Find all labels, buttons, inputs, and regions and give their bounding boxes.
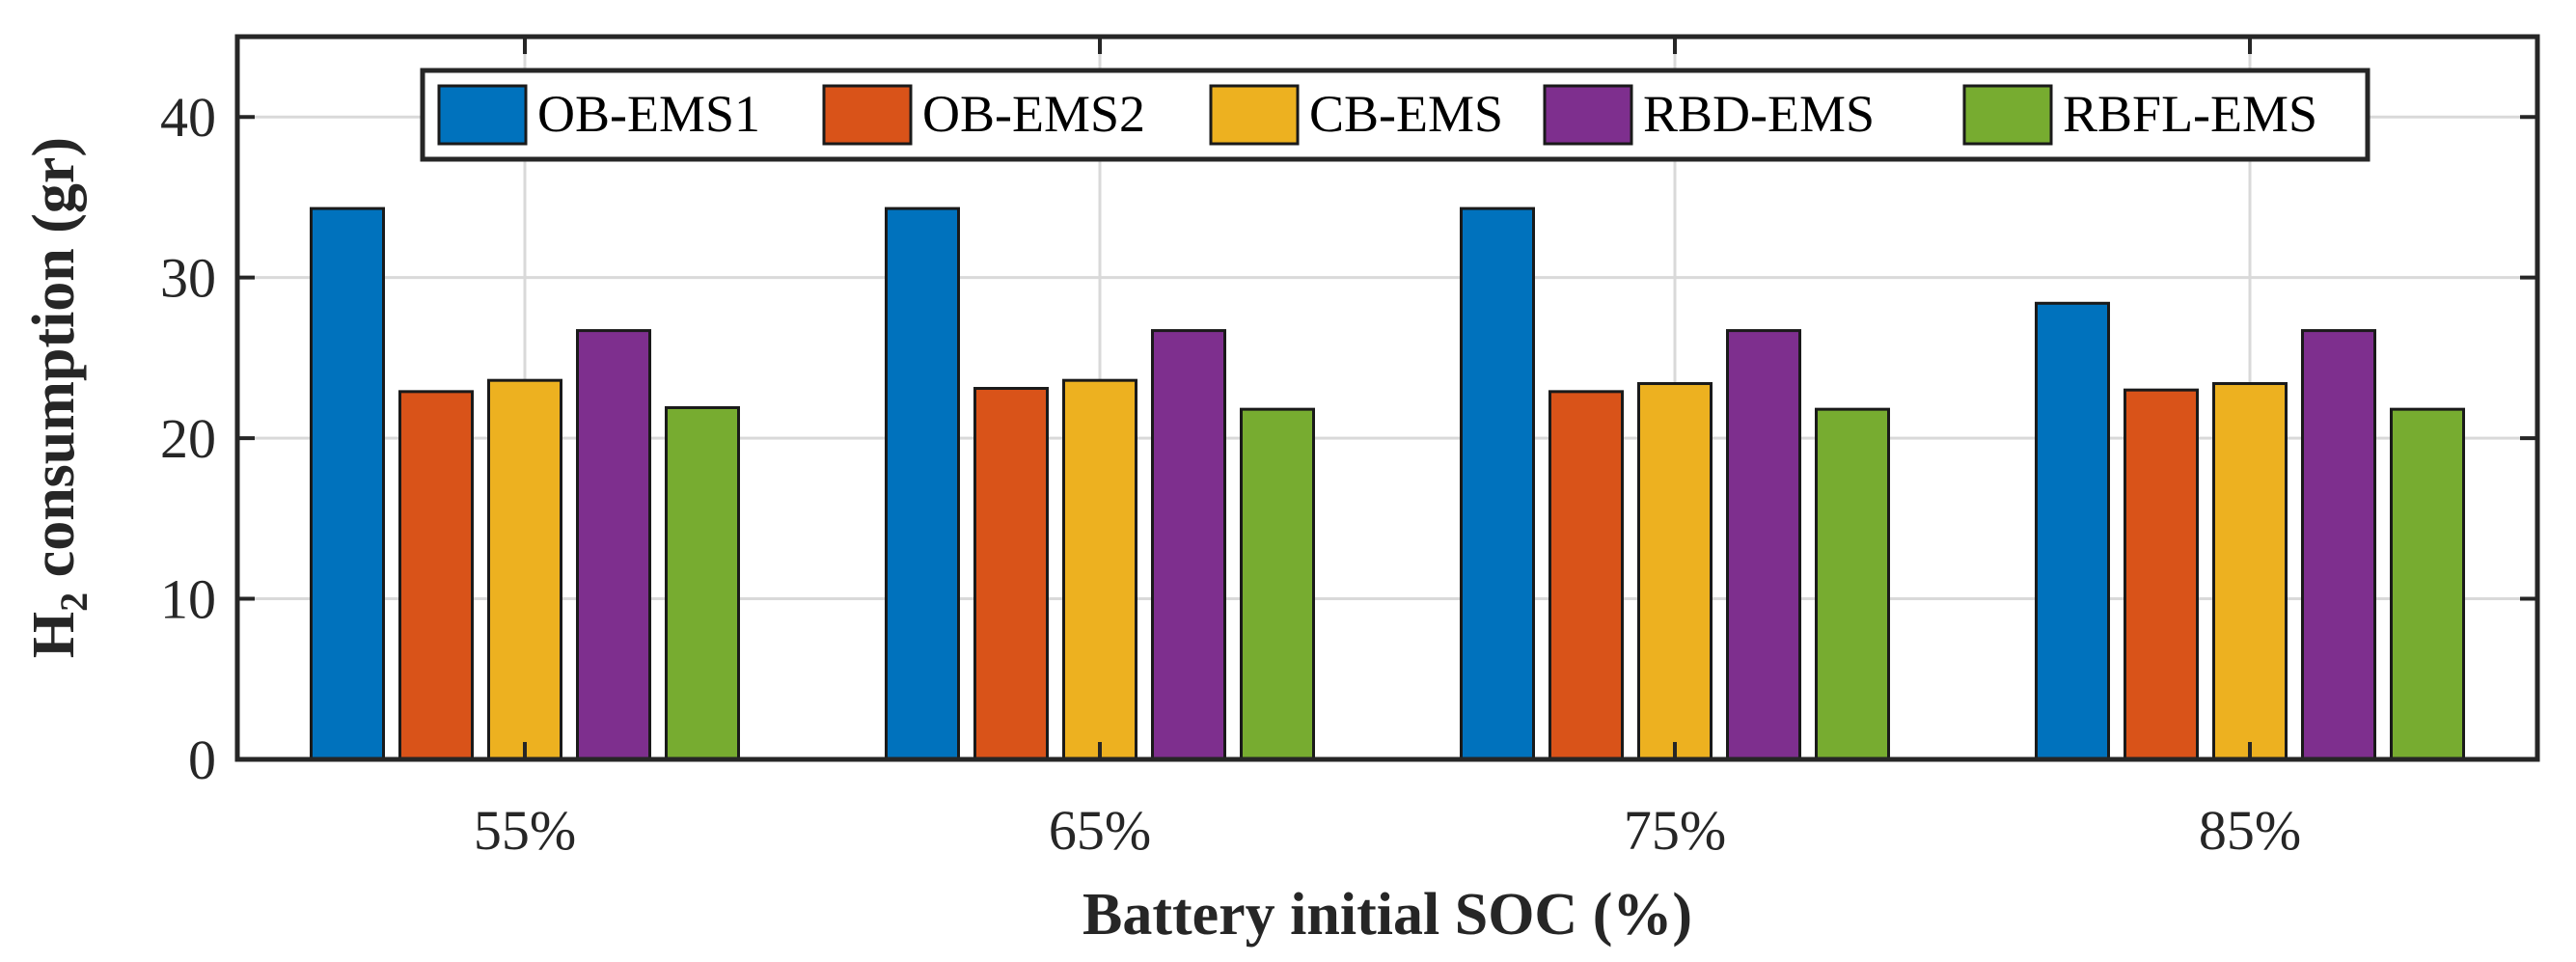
x-tick-label: 85% — [2199, 799, 2301, 862]
bar-ob-ems2-85pct — [2124, 388, 2199, 761]
legend-swatch-ob-ems1 — [437, 84, 528, 146]
x-axis-ticks: 55% 65% 75% 85% — [474, 37, 2301, 862]
bar-cb-ems-65pct — [1062, 378, 1137, 761]
y-tick-label: 10 — [160, 568, 216, 631]
bar-cb-ems-55pct — [487, 378, 562, 761]
bar-rbd-ems-55pct — [576, 329, 651, 761]
x-tick-label: 55% — [474, 799, 576, 862]
legend-swatch-rbd-ems — [1543, 84, 1633, 146]
y-tick-label: 30 — [160, 247, 216, 310]
y-axis-title-rest: consumption (gr) — [21, 137, 87, 592]
legend-label-rbfl-ems: RBFL-EMS — [2063, 85, 2317, 143]
legend-label-ob-ems2: OB-EMS2 — [922, 85, 1145, 143]
bar-rbfl-ems-85pct — [2390, 407, 2465, 761]
plot-frame — [234, 34, 2540, 762]
bar-ob-ems2-55pct — [398, 390, 474, 761]
legend-label-rbd-ems: RBD-EMS — [1643, 85, 1875, 143]
y-axis-ticks: 0 10 20 30 40 — [160, 86, 2537, 791]
bar-ob-ems1-75pct — [1460, 206, 1535, 761]
legend-swatch-cb-ems — [1209, 84, 1300, 146]
bar-rbd-ems-85pct — [2301, 329, 2376, 761]
bar-ob-ems1-85pct — [2035, 301, 2110, 761]
bar-rbfl-ems-75pct — [1815, 407, 1890, 761]
bar-rbd-ems-65pct — [1151, 329, 1226, 761]
legend-swatch-rbfl-ems — [1962, 84, 2053, 146]
bar-ob-ems1-65pct — [885, 206, 960, 761]
bar-cb-ems-85pct — [2212, 382, 2288, 761]
y-axis-title-subscript: 2 — [52, 592, 96, 612]
y-tick-label: 20 — [160, 407, 216, 470]
y-tick-label: 0 — [188, 728, 216, 791]
legend-swatch-ob-ems2 — [822, 84, 913, 146]
bar-rbfl-ems-55pct — [665, 405, 740, 761]
y-tick-label: 40 — [160, 86, 216, 149]
bar-series — [310, 206, 2465, 761]
bar-ob-ems2-75pct — [1548, 390, 1624, 761]
bar-ob-ems1-55pct — [310, 206, 385, 761]
x-axis-title: Battery initial SOC (%) — [1082, 882, 1692, 948]
bar-rbfl-ems-65pct — [1240, 407, 1315, 761]
legend-label-ob-ems1: OB-EMS1 — [537, 85, 760, 143]
legend-label-cb-ems: CB-EMS — [1309, 85, 1503, 143]
bar-rbd-ems-75pct — [1726, 329, 1801, 761]
bar-cb-ems-75pct — [1637, 382, 1713, 761]
x-tick-label: 75% — [1624, 799, 1726, 862]
bar-ob-ems2-65pct — [973, 387, 1049, 761]
x-tick-label: 65% — [1049, 799, 1151, 862]
y-axis-title-main: H — [21, 612, 87, 658]
y-axis-title: H2 consumption (gr) — [21, 137, 96, 658]
legend: OB-EMS1 OB-EMS2 CB-EMS RBD-EMS RBFL-EMS — [420, 68, 2370, 162]
